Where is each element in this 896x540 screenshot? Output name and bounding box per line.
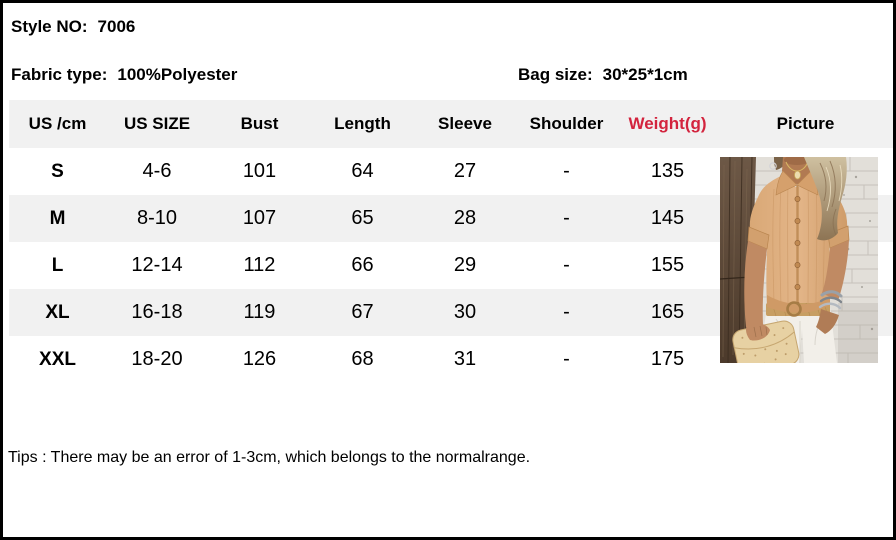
table-cell: 31 [453, 348, 477, 370]
table-cell: 29 [453, 254, 477, 276]
table-cell: L [51, 254, 64, 276]
table-cell: 28 [453, 207, 477, 229]
style-no-label: Style NO: [11, 17, 88, 36]
column-header-shoulder: Shoulder [516, 100, 617, 148]
earring-detail [769, 162, 777, 170]
table-cell: 4-6 [142, 160, 172, 182]
table-cell: - [563, 207, 570, 229]
style-no-line: Style NO: 7006 [11, 17, 135, 37]
column-header-weight-g: Weight(g) [617, 100, 718, 148]
tips-note: Tips : There may be an error of 1-3cm, w… [8, 449, 531, 466]
table-cell: 64 [351, 160, 374, 182]
table-cell: - [563, 348, 570, 370]
bag-size-label: Bag size: [518, 65, 593, 84]
hair [804, 157, 847, 241]
column-header-us-size: US SIZE [106, 100, 208, 148]
table-cell: 112 [243, 254, 276, 276]
fabric-type-line: Fabric type: 100%Polyester [11, 65, 237, 85]
table-cell: 119 [243, 301, 276, 323]
fabric-type-label: Fabric type: [11, 65, 108, 84]
table-cell: 155 [650, 254, 685, 276]
table-cell: - [563, 254, 570, 276]
table-cell: 107 [242, 207, 277, 229]
table-cell: 175 [650, 348, 685, 370]
table-cell: 16-18 [131, 301, 183, 323]
size-table-header: US /cm US SIZE Bust Length Sleeve Shoulder Wei… [9, 100, 893, 148]
bag-size-line: Bag size: 30*25*1cm [518, 65, 688, 85]
column-header-picture: Picture [718, 100, 893, 148]
column-header-us-cm: US /cm [9, 100, 106, 148]
size-row-xxl: XXL 18-20 126 68 31 - 175 [9, 336, 893, 383]
table-cell: - [563, 160, 570, 182]
fabric-type-value: 100%Polyester [117, 65, 238, 84]
table-cell: 126 [242, 348, 277, 370]
table-cell: 65 [351, 207, 374, 229]
table-cell: 135 [650, 160, 685, 182]
table-cell: 101 [242, 160, 277, 182]
product-photo [720, 157, 878, 363]
photo-model [732, 157, 850, 363]
column-header-sleeve: Sleeve [414, 100, 516, 148]
column-header-bust: Bust [208, 100, 311, 148]
column-header-length: Length [311, 100, 414, 148]
table-cell: 67 [351, 301, 374, 323]
table-cell: XXL [39, 348, 76, 370]
style-no-value: 7006 [97, 17, 136, 36]
table-cell: S [51, 160, 64, 182]
table-cell: 18-20 [131, 348, 183, 370]
bracelets [818, 290, 843, 310]
table-cell: 12-14 [131, 254, 183, 276]
belt-buckle [786, 301, 802, 317]
size-row-s: S 4-6 101 64 27 - 135 [9, 148, 893, 195]
table-cell: 145 [650, 207, 685, 229]
table-cell: 27 [453, 160, 477, 182]
table-cell: 66 [351, 254, 374, 276]
bag-size-value: 30*25*1cm [602, 65, 688, 84]
table-cell: - [563, 301, 570, 323]
table-cell: 8-10 [136, 207, 178, 229]
header-row: US /cm US SIZE Bust Length Sleeve Shoulder Wei… [9, 100, 893, 148]
table-cell: 68 [351, 348, 374, 370]
table-cell: XL [45, 301, 70, 323]
size-row-l: L 12-14 112 66 29 - 155 [9, 242, 893, 289]
table-cell: 165 [650, 301, 685, 323]
table-cell: M [49, 207, 66, 229]
table-cell: 30 [453, 301, 477, 323]
